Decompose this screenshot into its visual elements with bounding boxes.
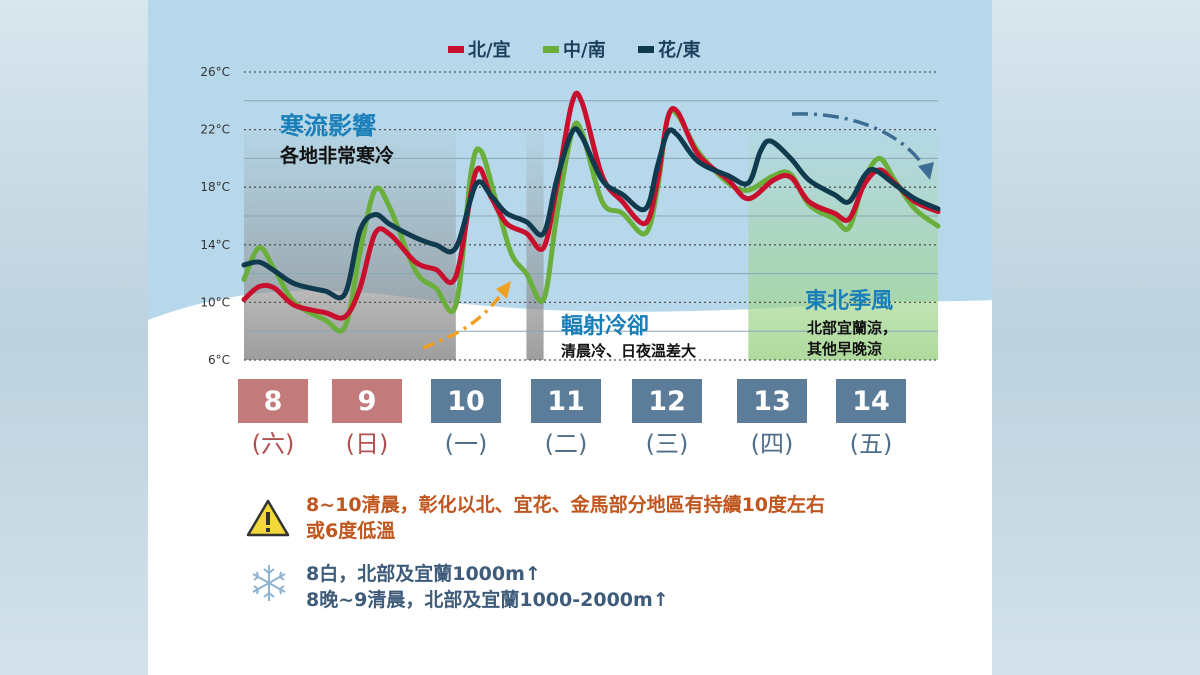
y-tick-label: 14°C xyxy=(200,238,230,252)
day-box-8: 8 xyxy=(238,379,308,423)
legend-swatch xyxy=(543,46,559,53)
cold-subtitle: 各地非常寒冷 xyxy=(279,144,394,167)
weekday-label-12: (三) xyxy=(645,430,689,458)
y-tick-label: 26°C xyxy=(200,65,230,79)
day-box-9: 9 xyxy=(332,379,402,423)
blue-dashed-arrow xyxy=(791,112,925,167)
warning-line-2: 或6度低溫 xyxy=(306,520,396,542)
warning-icon xyxy=(246,499,290,537)
weekday-label-14: (五) xyxy=(849,430,893,458)
y-tick-label: 22°C xyxy=(200,123,230,137)
day-box-10: 10 xyxy=(431,379,501,423)
forecast-panel: 26°C 22°C 18°C 14°C 10°C 6°C 北/宜 中/南 花/東 寒流影響 各… xyxy=(148,0,992,675)
legend-label: 中/南 xyxy=(563,39,606,61)
monsoon-subtitle-1: 北部宜蘭涼， xyxy=(807,319,897,337)
y-tick-label: 10°C xyxy=(200,295,230,309)
legend-swatch xyxy=(638,46,654,53)
blue-arrowhead xyxy=(918,162,934,180)
legend-label: 北/宜 xyxy=(468,39,511,61)
weekday-label-13: (四) xyxy=(750,430,794,458)
right-backdrop xyxy=(992,0,1200,675)
snow-line-1: 8白，北部及宜蘭1000m↑ xyxy=(306,563,541,585)
monsoon-subtitle-2: 其他早晚涼 xyxy=(807,340,882,358)
legend-label: 花/東 xyxy=(658,39,701,61)
y-tick-label: 18°C xyxy=(200,180,230,194)
snow-note: 8白，北部及宜蘭1000m↑ 8晚~9清晨，北部及宜蘭1000-2000m↑ xyxy=(306,561,669,613)
series-line-2 xyxy=(241,126,941,301)
orange-arrowhead xyxy=(496,281,511,299)
weekday-label-8: (六) xyxy=(251,430,295,458)
warning-line-1: 8~10清晨，彰化以北、宜花、金馬部分地區有持續10度左右 xyxy=(306,494,826,516)
day-box-12: 12 xyxy=(632,379,702,423)
snowflake-icon xyxy=(252,565,286,601)
snow-line-2: 8晚~9清晨，北部及宜蘭1000-2000m↑ xyxy=(306,589,669,611)
warning-note: 8~10清晨，彰化以北、宜花、金馬部分地區有持續10度左右 或6度低溫 xyxy=(306,492,825,544)
y-tick-label: 6°C xyxy=(208,353,230,367)
monsoon-title: 東北季風 xyxy=(805,289,893,314)
day-box-11: 11 xyxy=(531,379,601,423)
weekday-label-9: (日) xyxy=(345,430,389,458)
cold-title: 寒流影響 xyxy=(280,112,376,140)
series-line-0 xyxy=(241,90,941,321)
radiative-title: 輻射冷卻 xyxy=(561,313,649,339)
weekday-label-11: (二) xyxy=(544,430,588,458)
day-box-14: 14 xyxy=(836,379,906,423)
left-backdrop xyxy=(0,0,148,675)
weekday-label-10: (一) xyxy=(444,430,488,458)
legend-swatch xyxy=(448,46,464,53)
radiative-subtitle: 清晨冷、日夜溫差大 xyxy=(561,342,696,360)
orange-dashed-arrow xyxy=(422,290,505,350)
day-box-13: 13 xyxy=(737,379,807,423)
